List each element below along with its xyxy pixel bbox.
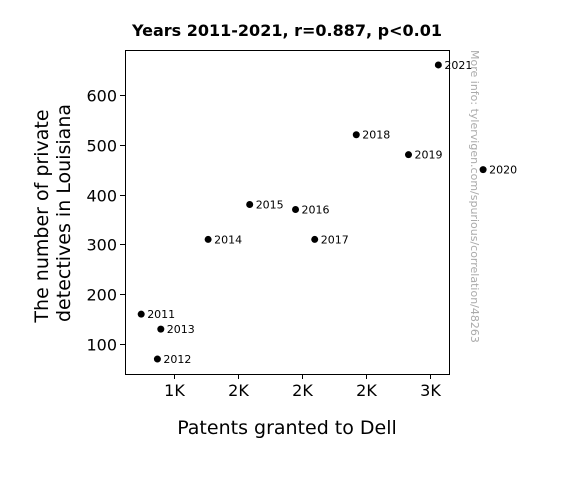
data-point	[311, 235, 319, 243]
data-point	[204, 235, 212, 243]
data-point	[137, 310, 145, 318]
data-points: 2011 2012 2013 2014 2015 2016 2017 2018 2019 2020…	[137, 59, 517, 366]
y-tick-label: 400	[86, 187, 117, 206]
watermark-text: More info: tylervigen.com/spurious/corre…	[468, 50, 481, 343]
y-axis-label: The number of private detectives in Loui…	[31, 103, 75, 323]
data-point-label: 2015	[256, 199, 284, 212]
x-tick-label: 2K	[292, 381, 313, 400]
y-tick-label: 300	[86, 236, 117, 255]
x-axis: 1K 2K 2K 2K 3K	[164, 374, 441, 400]
data-point	[479, 166, 487, 174]
x-tick-label: 1K	[164, 381, 185, 400]
x-tick-label: 2K	[228, 381, 249, 400]
y-tick-label: 600	[86, 87, 117, 106]
y-tick-label: 200	[86, 286, 117, 305]
y-tick-label: 100	[86, 336, 117, 355]
data-point-label: 2021	[444, 59, 472, 72]
data-point	[153, 355, 161, 363]
y-tick-label: 500	[86, 137, 117, 156]
data-point-label: 2017	[321, 233, 349, 246]
data-point-label: 2012	[163, 353, 191, 366]
data-point	[434, 61, 442, 69]
data-point	[405, 151, 412, 159]
data-point	[246, 201, 254, 209]
data-point	[352, 131, 360, 139]
data-point	[157, 325, 165, 333]
data-point-label: 2016	[302, 204, 330, 217]
data-point	[292, 206, 300, 214]
x-tick-label: 3K	[420, 381, 441, 400]
x-tick-label: 2K	[356, 381, 377, 400]
plot-frame	[125, 50, 450, 375]
data-point-label: 2019	[415, 149, 443, 162]
x-axis-label: Patents granted to Dell	[177, 417, 397, 439]
data-point-label: 2013	[167, 323, 195, 336]
data-point-label: 2018	[362, 129, 390, 142]
data-point-label: 2011	[147, 308, 175, 321]
y-axis-label-line-2: detectives in Louisiana	[53, 104, 75, 322]
y-axis-label-line-1: The number of private	[31, 109, 53, 323]
chart-title: Years 2011-2021, r=0.887, p<0.01	[131, 21, 442, 40]
data-point-label: 2020	[489, 164, 517, 177]
y-axis: 100 200 300 400 500 600	[86, 87, 125, 355]
data-point-label: 2014	[214, 233, 242, 246]
